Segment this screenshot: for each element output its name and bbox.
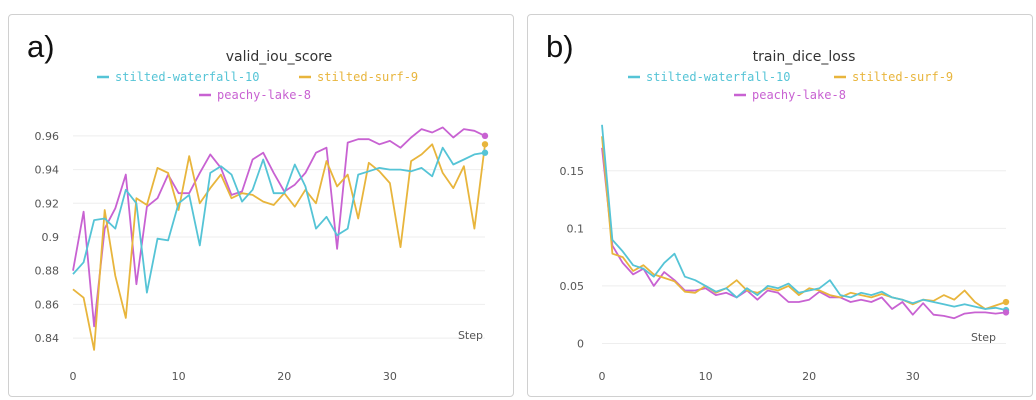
series-end-point <box>481 141 489 148</box>
panel-label-b: b) <box>546 29 574 64</box>
series-end-point <box>481 132 489 140</box>
x-tick-label: 10 <box>172 370 186 383</box>
legend-label: stilted-waterfall-10 <box>115 70 260 84</box>
series-line <box>601 147 1007 320</box>
y-tick-label: 0.9 <box>42 231 60 244</box>
y-tick-label: 0.1 <box>567 222 585 235</box>
chart-panel-b: b) train_dice_loss stilted-waterfall-10 st… <box>527 14 1033 397</box>
x-tick-label: 20 <box>277 370 291 383</box>
x-axis-label: Step <box>458 329 483 342</box>
x-axis-label: Step <box>971 331 996 344</box>
chart-title: train_dice_loss <box>753 49 856 65</box>
chart-title: valid_iou_score <box>226 49 332 65</box>
series-end-point <box>481 149 489 156</box>
y-tick-label: 0 <box>577 337 584 350</box>
series-end-point <box>1002 309 1010 316</box>
series-line <box>601 136 1007 310</box>
series-line <box>72 126 486 328</box>
series-end-point <box>1002 298 1010 306</box>
x-tick-label: 30 <box>906 370 920 383</box>
y-tick-label: 0.96 <box>35 130 60 143</box>
y-tick-label: 0.86 <box>35 298 60 311</box>
chart-panel-a: a) valid_iou_score stilted-waterfall-10 st… <box>8 14 514 397</box>
legend-label: stilted-surf-9 <box>852 70 953 84</box>
y-tick-label: 0.88 <box>35 265 60 278</box>
y-tick-label: 0.15 <box>560 165 585 178</box>
x-tick-label: 20 <box>802 370 816 383</box>
y-tick-label: 0.92 <box>35 197 60 210</box>
x-tick-label: 0 <box>599 370 606 383</box>
legend-label: stilted-surf-9 <box>317 70 418 84</box>
x-tick-label: 30 <box>383 370 397 383</box>
legend-label: peachy-lake-8 <box>752 88 846 102</box>
panel-label-a: a) <box>27 29 55 64</box>
series-line <box>72 143 486 351</box>
y-tick-label: 0.84 <box>35 332 60 345</box>
chart-svg-a: valid_iou_score stilted-waterfall-10 stilt… <box>35 49 489 383</box>
legend-label: peachy-lake-8 <box>217 88 311 102</box>
legend-label: stilted-waterfall-10 <box>646 70 791 84</box>
chart-svg-b: train_dice_loss stilted-waterfall-10 stilt… <box>560 49 1010 383</box>
series-line <box>72 146 486 294</box>
series-line <box>601 124 1007 311</box>
y-tick-label: 0.05 <box>560 280 585 293</box>
x-tick-label: 10 <box>699 370 713 383</box>
y-tick-label: 0.94 <box>35 164 60 177</box>
x-tick-label: 0 <box>70 370 77 383</box>
